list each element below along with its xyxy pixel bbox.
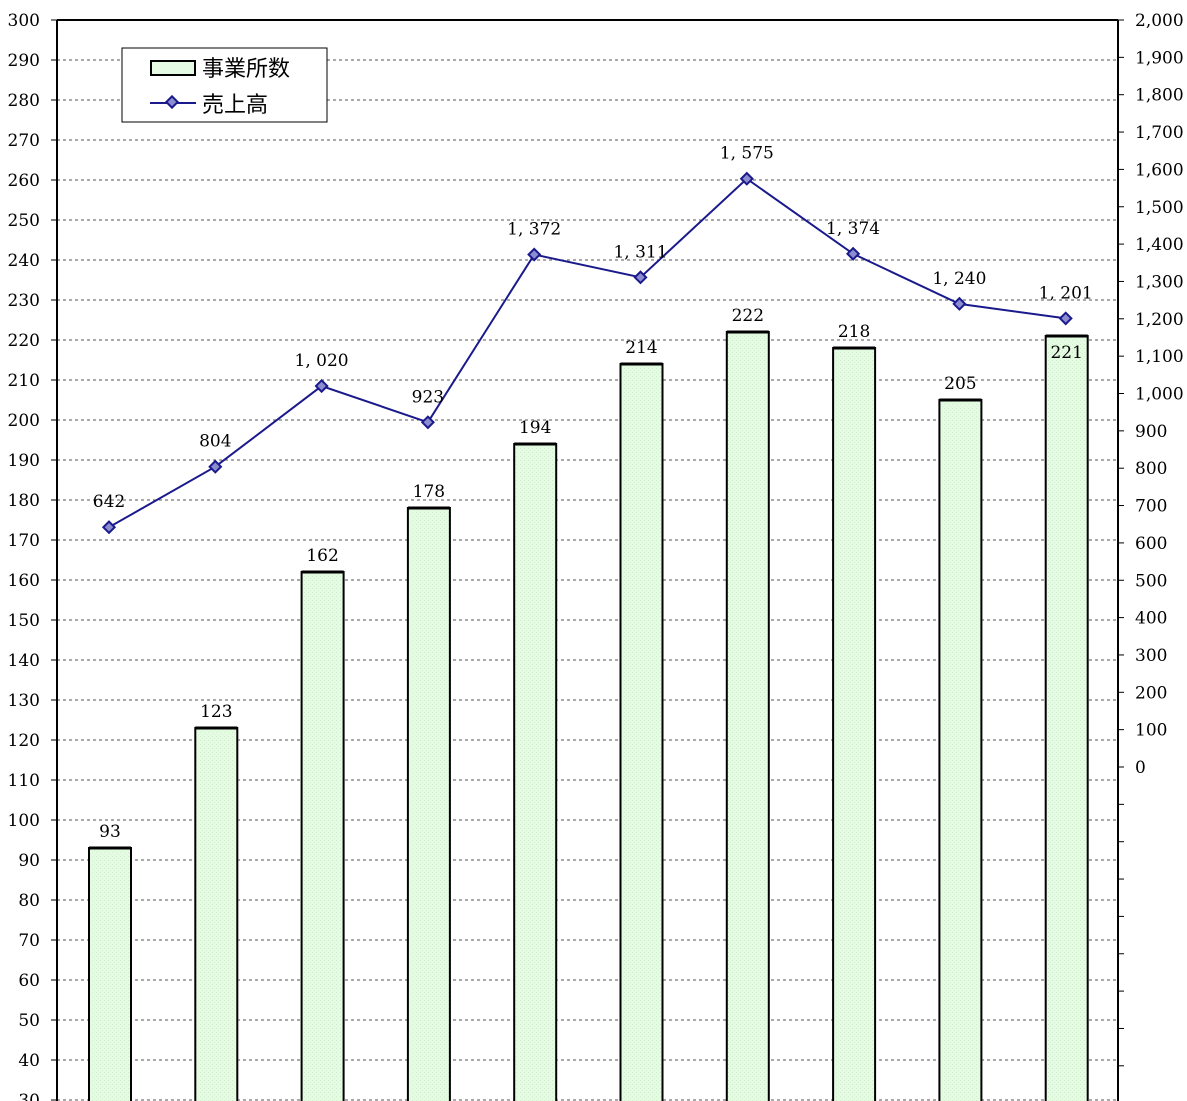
right-tick-label: 2,000	[1135, 11, 1184, 31]
left-tick-label: 80	[18, 891, 40, 911]
line-series: 642 804 1, 020 923 1, 372 1, 311 1, 575 1, 374 1…	[93, 144, 1093, 535]
left-tick-label: 290	[8, 51, 40, 71]
right-tick-label: 800	[1135, 459, 1167, 479]
line-point	[739, 171, 754, 186]
left-tick-label: 150	[8, 611, 40, 631]
left-tick-label: 90	[18, 851, 40, 871]
legend-label-bar: 事業所数	[202, 57, 290, 82]
bar-value-label: 205	[944, 374, 976, 394]
line-value-label: 1, 374	[826, 219, 880, 239]
bar	[938, 399, 983, 1101]
bar-value-label: 162	[306, 546, 338, 566]
left-tick-label: 160	[8, 571, 40, 591]
bar	[1044, 335, 1089, 1101]
left-tick-label: 220	[8, 331, 40, 351]
line-point	[314, 378, 329, 394]
line-value-label: 1, 201	[1039, 283, 1093, 303]
right-tick-label: 300	[1135, 646, 1167, 666]
left-tick-label: 240	[8, 251, 40, 271]
right-tick-label: 700	[1135, 497, 1167, 517]
line-point	[1058, 311, 1073, 326]
bar	[619, 363, 664, 1101]
left-tick-label: 70	[18, 931, 40, 951]
right-tick-label: 1,900	[1135, 48, 1184, 68]
left-tick-label: 250	[8, 211, 40, 231]
line-value-label: 642	[93, 492, 125, 512]
line-value-label: 1, 311	[613, 242, 667, 262]
right-tick-label: 0	[1135, 758, 1146, 778]
line-point	[952, 296, 967, 311]
line-value-label: 1, 372	[507, 220, 561, 240]
bar-value-label: 221	[1050, 343, 1082, 363]
bar-series: 93 123 162 178 194 214 222 218 205 221	[88, 306, 1089, 1101]
bar	[300, 571, 345, 1101]
line-point	[101, 520, 117, 535]
bar-value-label: 93	[99, 822, 121, 842]
line-value-label: 923	[412, 387, 444, 407]
right-tick-label: 500	[1135, 571, 1167, 591]
bar-value-label: 194	[519, 418, 551, 438]
left-tick-label: 170	[8, 531, 40, 551]
line-point	[846, 246, 861, 261]
left-tick-label: 120	[8, 731, 40, 751]
left-tick-label: 180	[8, 491, 40, 511]
axes: 3002902802702602502402302202102001901801…	[8, 11, 1184, 1101]
right-tick-label: 200	[1135, 683, 1167, 703]
left-tick-label: 210	[8, 371, 40, 391]
left-tick-label: 280	[8, 91, 40, 111]
bar	[725, 331, 770, 1101]
bar-value-label: 214	[625, 338, 657, 358]
line-value-label: 804	[199, 432, 231, 452]
left-tick-label: 270	[8, 131, 40, 151]
left-tick-label: 260	[8, 171, 40, 191]
bar	[88, 847, 132, 1101]
line-point	[420, 415, 435, 430]
right-tick-label: 1,600	[1135, 160, 1184, 180]
bar	[513, 443, 558, 1101]
left-tick-label: 100	[8, 811, 40, 831]
bar-value-label: 123	[200, 702, 232, 722]
bar-value-label: 222	[732, 306, 764, 326]
left-tick-label: 40	[18, 1051, 40, 1071]
left-tick-label: 60	[18, 971, 40, 991]
bar-value-label: 218	[838, 322, 870, 342]
bar	[406, 507, 451, 1101]
line-value-label: 1, 575	[720, 144, 774, 164]
right-tick-label: 1,000	[1135, 385, 1184, 405]
line-value-label: 1, 020	[295, 351, 349, 371]
right-tick-label: 1,700	[1135, 123, 1184, 143]
right-tick-label: 400	[1135, 609, 1167, 629]
left-tick-label: 50	[18, 1011, 40, 1031]
legend-label-line: 売上高	[202, 93, 268, 118]
bar	[832, 347, 877, 1101]
left-tick-label: 110	[8, 771, 40, 791]
left-tick-label: 300	[8, 11, 40, 31]
right-tick-label: 900	[1135, 422, 1167, 442]
right-tick-label: 100	[1135, 721, 1167, 741]
right-tick-label: 1,100	[1135, 347, 1184, 367]
right-tick-label: 1,800	[1135, 86, 1184, 106]
line-point	[633, 270, 648, 285]
line-point	[208, 459, 223, 474]
left-tick-label: 30	[18, 1091, 40, 1101]
legend-bar-swatch	[150, 60, 196, 76]
right-tick-label: 1,200	[1135, 310, 1184, 330]
left-tick-label: 140	[8, 651, 40, 671]
bar-value-label: 178	[413, 482, 445, 502]
left-tick-label: 190	[8, 451, 40, 471]
left-tick-label: 130	[8, 691, 40, 711]
bar	[194, 727, 239, 1101]
right-tick-label: 1,300	[1135, 272, 1184, 292]
legend-marker-icon	[164, 94, 180, 110]
right-tick-label: 1,500	[1135, 198, 1184, 218]
legend: 事業所数 売上高	[121, 47, 328, 123]
left-tick-label: 200	[8, 411, 40, 431]
line-value-label: 1, 240	[932, 269, 986, 289]
sales-line	[108, 177, 1066, 529]
right-tick-label: 1,400	[1135, 235, 1184, 255]
right-tick-label: 600	[1135, 534, 1167, 554]
line-point	[527, 247, 542, 262]
left-tick-label: 230	[8, 291, 40, 311]
